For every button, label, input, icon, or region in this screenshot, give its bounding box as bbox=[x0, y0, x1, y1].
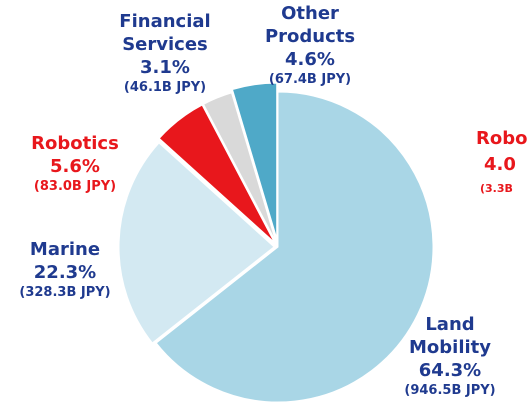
slice-label: Marine 22.3% (328.3B JPY) bbox=[5, 238, 125, 302]
percent-label: 4.6% bbox=[285, 49, 335, 70]
amount-label: (328.3B JPY) bbox=[19, 285, 111, 300]
cut-off-label: (3.3B bbox=[480, 182, 513, 195]
cut-off-label: 4.0 bbox=[484, 154, 516, 175]
category-name: Marine bbox=[29, 239, 101, 260]
amount-label: (83.0B JPY) bbox=[33, 179, 117, 194]
slice-label: Land Mobility 64.3% (946.5B JPY) bbox=[385, 313, 515, 400]
slice-label: Robotics 5.6% (83.0B JPY) bbox=[10, 132, 140, 196]
category-name: Financial Services bbox=[119, 11, 211, 55]
slice-label: Financial Services 3.1% (46.1B JPY) bbox=[100, 10, 230, 97]
category-name: Robotics bbox=[31, 133, 119, 154]
slice-label: Other Products 4.6% (67.4B JPY) bbox=[250, 2, 370, 89]
pie-slice bbox=[158, 104, 275, 243]
amount-label: (67.4B JPY) bbox=[268, 72, 352, 87]
percent-label: 22.3% bbox=[33, 262, 97, 283]
category-name: Land Mobility bbox=[408, 314, 491, 358]
percent-label: 3.1% bbox=[140, 57, 190, 78]
percent-label: 64.3% bbox=[418, 360, 482, 381]
cut-off-label: Robo bbox=[476, 128, 527, 149]
pie-slice bbox=[155, 91, 434, 403]
amount-label: (46.1B JPY) bbox=[123, 80, 207, 95]
pie-slice bbox=[231, 82, 278, 239]
pie-slice bbox=[202, 92, 277, 242]
percent-label: 5.6% bbox=[50, 156, 100, 177]
category-name: Other Products bbox=[264, 3, 356, 47]
amount-label: (946.5B JPY) bbox=[404, 383, 496, 398]
pie-slice bbox=[118, 142, 275, 344]
